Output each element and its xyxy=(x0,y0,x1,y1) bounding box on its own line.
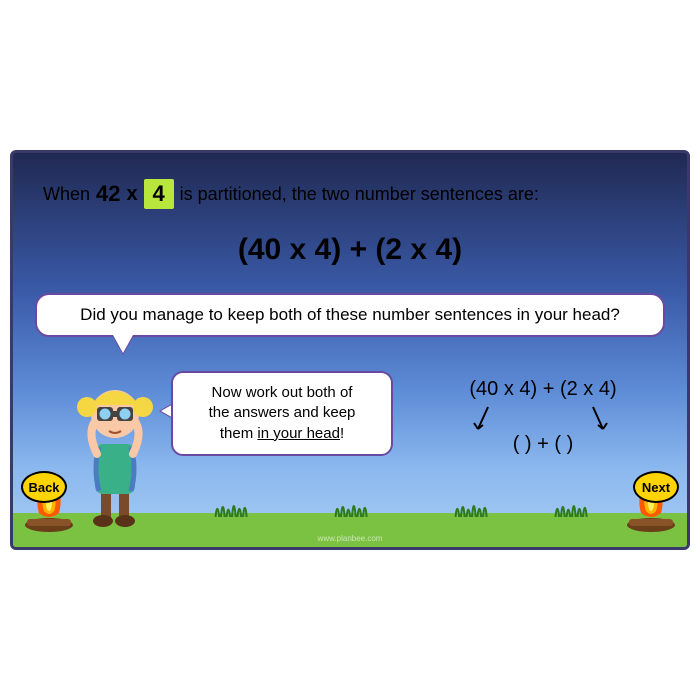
text-post: is partitioned, the two number sentences… xyxy=(180,184,539,205)
grass-tuft xyxy=(453,495,491,517)
grass-tuft xyxy=(333,495,371,517)
main-equation: (40 x 4) + (2 x 4) xyxy=(13,233,687,267)
text-when: When xyxy=(43,184,90,205)
worked-equation-top: (40 x 4) + (2 x 4) xyxy=(433,378,653,401)
grass-tuft xyxy=(553,495,591,517)
question-text: Did you manage to keep both of these num… xyxy=(80,305,620,324)
instr-line3-post: ! xyxy=(340,425,344,442)
partition-sentence: When 42 x 4 is partitioned, the two numb… xyxy=(43,179,657,209)
instr-line1: Now work out both of xyxy=(212,384,353,401)
instr-line3-underline: in your head xyxy=(257,425,340,442)
question-bubble: Did you manage to keep both of these num… xyxy=(35,293,665,337)
next-button[interactable]: Next xyxy=(633,471,679,503)
frame: When 42 x 4 is partitioned, the two numb… xyxy=(0,0,700,700)
multiplier-highlight: 4 xyxy=(144,179,174,209)
instr-line2: the answers and keep xyxy=(209,404,356,421)
back-label: Back xyxy=(28,480,59,495)
multiplicand: 42 xyxy=(96,181,120,207)
question-bubble-tail xyxy=(113,335,133,353)
slide: When 42 x 4 is partitioned, the two numb… xyxy=(10,150,690,550)
operator: x xyxy=(127,183,138,206)
grass-tuft xyxy=(213,495,251,517)
instr-line3-pre: them xyxy=(220,425,258,442)
worked-equation-blanks: ( ) + ( ) xyxy=(433,433,653,456)
next-label: Next xyxy=(642,480,670,495)
explorer-character xyxy=(65,369,165,529)
worked-arrows xyxy=(433,405,653,435)
instruction-bubble: Now work out both of the answers and kee… xyxy=(171,371,393,456)
back-button[interactable]: Back xyxy=(21,471,67,503)
watermark: www.planbee.com xyxy=(318,534,383,543)
